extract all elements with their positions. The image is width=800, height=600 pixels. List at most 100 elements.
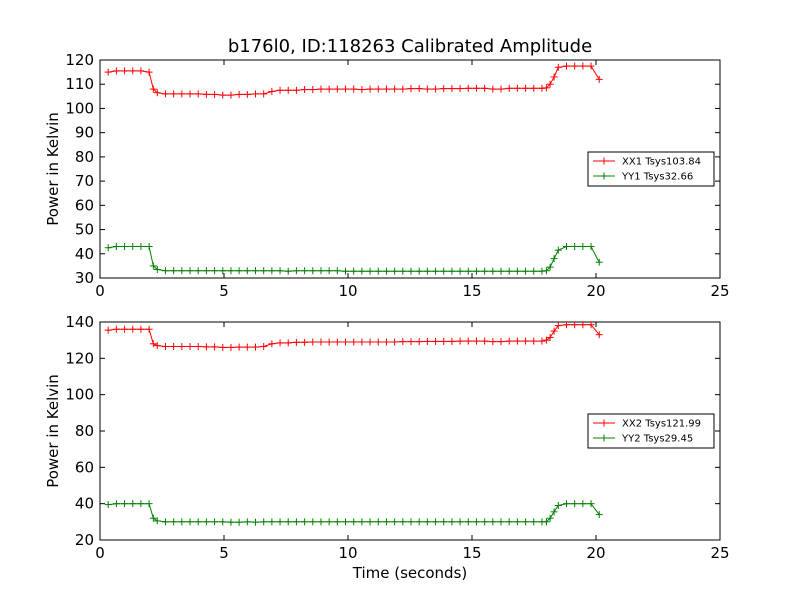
data-point [202,267,210,275]
data-point [456,85,464,93]
y-tick-label: 50 [75,221,94,239]
data-point [243,518,251,526]
data-point [391,518,399,526]
data-point [481,84,489,92]
data-point [448,85,456,93]
data-point [554,246,562,254]
data-point [292,86,300,94]
data-point [301,338,309,346]
data-point [542,267,550,275]
data-point [186,90,194,98]
x-tick-label: 0 [95,282,105,300]
data-point [595,331,603,339]
data-point [530,267,538,275]
data-point [358,338,366,346]
data-point [219,518,227,526]
x-tick-label: 15 [462,282,481,300]
data-point [317,267,325,275]
data-point [112,500,120,508]
data-point [178,518,186,526]
data-point [505,267,513,275]
data-point [227,91,235,99]
data-point [382,518,390,526]
data-point [202,343,210,351]
y-tick-label: 80 [75,422,94,440]
data-point [137,325,145,333]
data-point [129,325,137,333]
data-point [522,518,530,526]
data-point [121,243,129,251]
data-point [227,518,235,526]
data-point [497,338,505,346]
data-point [550,327,558,335]
data-point [399,338,407,346]
data-point [145,68,153,76]
data-point [542,518,550,526]
data-point [530,518,538,526]
data-point [546,333,554,341]
data-point [587,321,595,329]
data-point [276,267,284,275]
data-point [489,518,497,526]
y-tick-label: 100 [65,99,94,117]
data-point [423,267,431,275]
data-point [587,500,595,508]
data-point [153,266,161,274]
plot-frame [99,59,721,279]
data-point [251,90,259,98]
data-point [149,340,157,348]
y-tick-label: 120 [65,51,94,69]
data-point [415,518,423,526]
data-point [571,500,579,508]
data-point [554,501,562,509]
data-point [456,337,464,345]
data-point [358,86,366,94]
y-axis-label-top: Power in Kelvin [44,112,62,226]
data-point [554,63,562,71]
data-point [194,267,202,275]
data-point [382,338,390,346]
data-point [325,85,333,93]
data-point [350,85,358,93]
x-tick-label: 5 [219,282,229,300]
data-point [550,255,558,263]
legend: XX2 Tsys121.99 YY2 Tsys29.45 [587,413,715,449]
data-point [145,500,153,508]
data-point [358,267,366,275]
data-point [170,267,178,275]
data-point [170,343,178,351]
data-point [562,62,570,70]
data-point [251,343,259,351]
y-tick-label: 60 [75,458,94,476]
data-point [464,518,472,526]
data-point [374,85,382,93]
data-point [432,518,440,526]
x-axis-label: Time (seconds) [352,564,468,582]
data-point [161,518,169,526]
data-point [243,90,251,98]
data-point [178,267,186,275]
top-panel: 0 5 10 15 20 25 30 40 50 60 70 80 90 100 110 120 XX1 Tsy… [65,51,729,300]
data-point [481,337,489,345]
data-point [522,267,530,275]
data-point [423,518,431,526]
data-point [399,85,407,93]
data-point [489,85,497,93]
data-point [505,84,513,92]
data-point [440,337,448,345]
data-point [260,267,268,275]
data-point [284,518,292,526]
series-line-xx2 [108,324,600,348]
data-point [301,86,309,94]
data-point [153,517,161,525]
data-point [579,62,587,70]
data-point [571,321,579,329]
data-point [170,518,178,526]
y-tick-label: 100 [65,386,94,404]
data-point [595,511,603,519]
x-tick-label: 0 [95,544,105,562]
data-point [301,267,309,275]
data-point [129,243,137,251]
data-point [251,518,259,526]
